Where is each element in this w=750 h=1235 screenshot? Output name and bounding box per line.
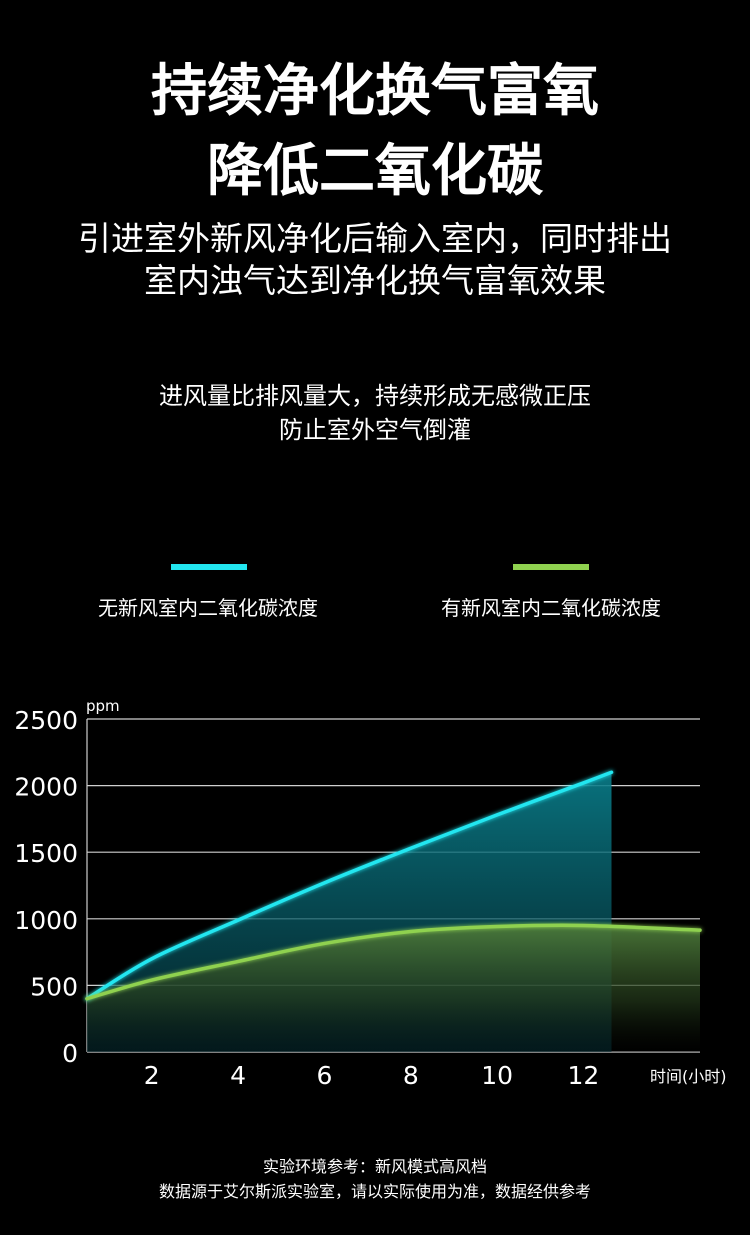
title-line-2: 降低二氧化碳: [207, 139, 543, 204]
x-tick-label: 6: [316, 1061, 332, 1090]
area-fresh-air: [87, 925, 700, 1052]
y-tick-label: 2500: [14, 706, 78, 735]
y-tick-label: 1000: [14, 906, 78, 935]
legend-label-fresh-air: 有新风室内二氧化碳浓度: [441, 596, 661, 620]
y-tick-label: 0: [62, 1039, 78, 1068]
title-line-1: 持续净化换气富氧: [151, 59, 599, 124]
legend-label-no-fresh-air: 无新风室内二氧化碳浓度: [98, 596, 318, 620]
line-no-fresh-air: [85, 770, 614, 1001]
description-line-1: 进风量比排风量大，持续形成无感微正压: [159, 382, 591, 410]
footnote-line-1: 实验环境参考：新风模式高风档: [262, 1157, 487, 1176]
y-tick-label: 1500: [14, 839, 78, 868]
line-fresh-air: [85, 923, 702, 1001]
description-line-2: 防止室外空气倒灌: [279, 416, 471, 444]
y-tick-label: 2000: [14, 773, 78, 802]
legend-swatch-fresh-air: [513, 564, 589, 570]
subtitle-line-2: 室内浊气达到净化换气富氧效果: [144, 261, 606, 300]
x-tick-label: 8: [403, 1061, 419, 1090]
x-tick-label: 10: [481, 1061, 513, 1090]
legend-swatch-no-fresh-air: [171, 564, 247, 570]
x-tick-label: 2: [144, 1061, 160, 1090]
x-tick-label: 4: [230, 1061, 246, 1090]
x-tick-label: 12: [568, 1061, 600, 1090]
subtitle-line-1: 引进室外新风净化后输入室内，同时排出: [78, 219, 672, 258]
footnote-line-2: 数据源于艾尔斯派实验室，请以实际使用为准，数据经供参考: [158, 1182, 591, 1201]
x-axis-label: 时间(小时): [650, 1067, 727, 1086]
y-tick-label: 500: [30, 972, 78, 1001]
y-axis-label: ppm: [86, 697, 120, 715]
